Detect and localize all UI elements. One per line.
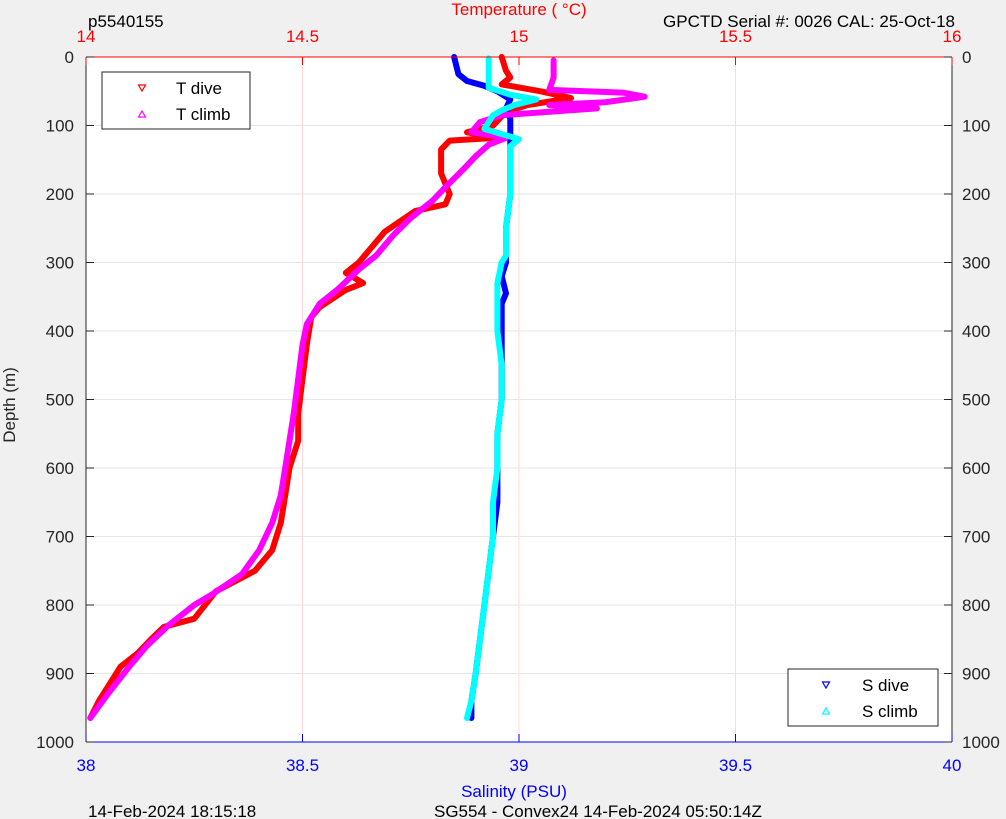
- depth-tick-label-left: 700: [46, 528, 74, 547]
- temperature-axis-label: Temperature ( °C): [451, 0, 586, 19]
- series-t-climb-line: [87, 57, 648, 721]
- depth-axis-label: Depth (m): [0, 367, 19, 443]
- depth-tick-label-left: 1000: [36, 733, 74, 752]
- depth-tick-label-right: 200: [962, 185, 990, 204]
- depth-tick-label-right: 600: [962, 459, 990, 478]
- series-s-climb-line: [464, 55, 540, 721]
- depth-tick-label-right: 800: [962, 596, 990, 615]
- legend-label: T climb: [176, 105, 230, 124]
- depth-tick-label-left: 0: [65, 48, 74, 67]
- legend-label: S climb: [862, 702, 918, 721]
- depth-tick-label-right: 900: [962, 665, 990, 684]
- salinity-tick-label: 39.5: [719, 756, 752, 775]
- temperature-tick-label: 15: [510, 27, 529, 46]
- temperature-tick-label: 15.5: [719, 27, 752, 46]
- serial-info: GPCTD Serial #: 0026 CAL: 25-Oct-18: [663, 12, 955, 31]
- depth-tick-label-right: 700: [962, 528, 990, 547]
- mission-info: SG554 - Convex24 14-Feb-2024 05:50:14Z: [434, 802, 762, 819]
- s-climb-marker-icon: [821, 706, 831, 715]
- legend-label: S dive: [862, 676, 909, 695]
- temperature-tick-label: 16: [943, 27, 962, 46]
- depth-tick-label-left: 800: [46, 596, 74, 615]
- depth-tick-label-right: 100: [962, 117, 990, 136]
- depth-tick-label-left: 400: [46, 322, 74, 341]
- salinity-tick-label: 38.5: [286, 756, 319, 775]
- series-layer: [87, 54, 648, 721]
- legend-box: [101, 71, 251, 130]
- salinity-tick-label: 38: [77, 756, 96, 775]
- legend-box: [787, 668, 939, 727]
- legend-temperature: T dive T climb: [101, 71, 251, 130]
- salinity-tick-label: 39: [510, 756, 529, 775]
- s-dive-marker-icon: [821, 681, 831, 690]
- t-dive-marker-icon: [137, 84, 147, 93]
- depth-tick-label-right: 1000: [962, 733, 1000, 752]
- temperature-tick-label: 14: [77, 27, 96, 46]
- depth-tick-label-left: 200: [46, 185, 74, 204]
- t-climb-marker-icon: [137, 109, 147, 118]
- legend-label: T dive: [176, 79, 222, 98]
- depth-tick-label-right: 0: [962, 48, 971, 67]
- temperature-tick-label: 14.5: [286, 27, 319, 46]
- legend-salinity: S dive S climb: [787, 668, 939, 727]
- depth-tick-label-left: 600: [46, 459, 74, 478]
- depth-tick-label-left: 100: [46, 117, 74, 136]
- depth-tick-label-left: 900: [46, 665, 74, 684]
- depth-tick-label-right: 500: [962, 391, 990, 410]
- plot-date: 14-Feb-2024 18:15:18: [88, 802, 256, 819]
- grid-lines: [86, 57, 952, 742]
- depth-tick-label-left: 500: [46, 391, 74, 410]
- depth-tick-label-right: 300: [962, 254, 990, 273]
- profile-id: p5540155: [88, 12, 164, 31]
- salinity-tick-label: 40: [943, 756, 962, 775]
- depth-tick-label-right: 400: [962, 322, 990, 341]
- salinity-axis-label: Salinity (PSU): [461, 782, 567, 801]
- depth-tick-label-left: 300: [46, 254, 74, 273]
